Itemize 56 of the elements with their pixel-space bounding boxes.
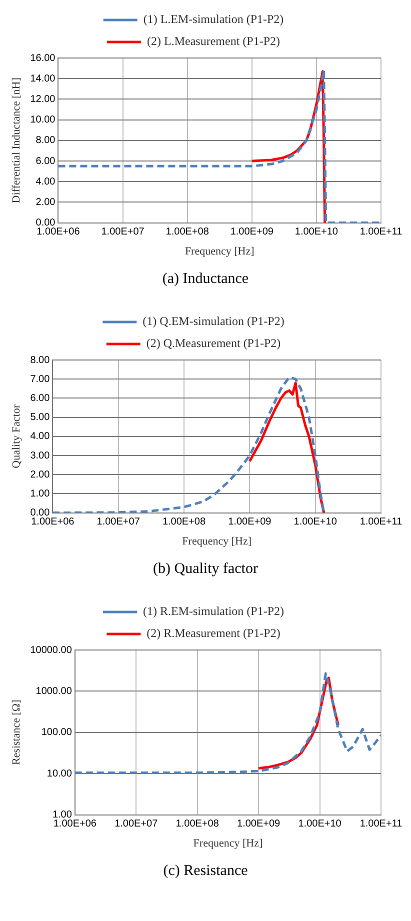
y-tick-label: 5.00 — [30, 412, 50, 424]
x-tick-label: 1.00E+08 — [166, 226, 210, 238]
x-axis-title: Frequency [Hz] — [184, 245, 254, 258]
y-tick-label: 10000.00 — [30, 644, 72, 656]
x-tick-label: 1.00E+08 — [176, 818, 220, 830]
y-tick-label: 0.00 — [30, 508, 50, 519]
x-tick-label: 1.00E+09 — [228, 516, 272, 528]
y-tick-label: 6.00 — [36, 156, 56, 167]
x-tick-label: 1.00E+07 — [96, 516, 140, 528]
y-tick-label: 12.00 — [30, 94, 56, 105]
x-axis-title: Frequency [Hz] — [193, 837, 263, 850]
y-axis-title: Quality Factor — [10, 404, 22, 468]
y-tick-label: 0.00 — [36, 218, 56, 229]
y-tick-label: 10.00 — [46, 768, 72, 780]
x-axis-title: Frequency [Hz] — [182, 535, 252, 548]
x-tick-label: 1.00E+07 — [114, 818, 158, 830]
y-tick-label: 14.00 — [30, 73, 56, 84]
x-tick-label: 1.00E+10 — [294, 226, 338, 238]
y-axis-title: Resistance [Ω] — [10, 700, 22, 766]
x-tick-label: 1.00E+11 — [360, 818, 403, 830]
y-tick-label: 8.00 — [30, 354, 50, 366]
y-tick-label: 7.00 — [30, 374, 50, 385]
y-tick-label: 100.00 — [41, 727, 72, 738]
y-tick-label: 16.00 — [30, 52, 56, 64]
legend-label: (2) L.Measurement (P1-P2) — [147, 34, 280, 48]
text: (b) Quality factor — [152, 560, 259, 579]
y-tick-label: 3.00 — [30, 450, 50, 462]
x-tick-label: 1.00E+09 — [237, 818, 281, 830]
x-tick-label: 1.00E+06 — [53, 818, 97, 830]
legend-label: (2) Q.Measurement (P1-P2) — [146, 336, 281, 350]
y-tick-label: 1.00 — [52, 810, 72, 821]
x-tick-label: 1.00E+10 — [298, 818, 342, 830]
x-tick-label: 1.00E+06 — [31, 516, 75, 528]
y-tick-label: 4.00 — [36, 176, 56, 188]
y-axis-title: Differential Inductance [nH] — [10, 78, 22, 204]
x-tick-label: 1.00E+06 — [36, 226, 80, 238]
x-tick-label: 1.00E+07 — [101, 226, 145, 238]
legend-label: (1) L.EM-simulation (P1-P2) — [143, 12, 284, 26]
legend-label: (1) Q.EM-simulation (P1-P2) — [142, 314, 284, 328]
text: (a) Inductance — [161, 270, 250, 289]
y-tick-label: 2.00 — [30, 469, 50, 480]
x-tick-label: 1.00E+10 — [294, 516, 338, 528]
legend-label: (1) R.EM-simulation (P1-P2) — [143, 604, 284, 618]
y-tick-label: 8.00 — [36, 135, 56, 146]
y-tick-label: 10.00 — [30, 114, 56, 126]
y-tick-label: 1000.00 — [36, 686, 72, 697]
text: (c) Resistance — [162, 862, 249, 881]
y-tick-label: 2.00 — [36, 196, 56, 208]
x-tick-label: 1.00E+11 — [360, 516, 403, 528]
x-tick-label: 1.00E+08 — [162, 516, 206, 528]
y-tick-label: 1.00 — [30, 488, 50, 500]
x-tick-label: 1.00E+11 — [360, 226, 403, 238]
x-tick-label: 1.00E+09 — [230, 226, 274, 238]
y-tick-label: 4.00 — [30, 431, 50, 442]
y-tick-label: 6.00 — [30, 392, 50, 404]
legend-label: (2) R.Measurement (P1-P2) — [146, 626, 280, 640]
